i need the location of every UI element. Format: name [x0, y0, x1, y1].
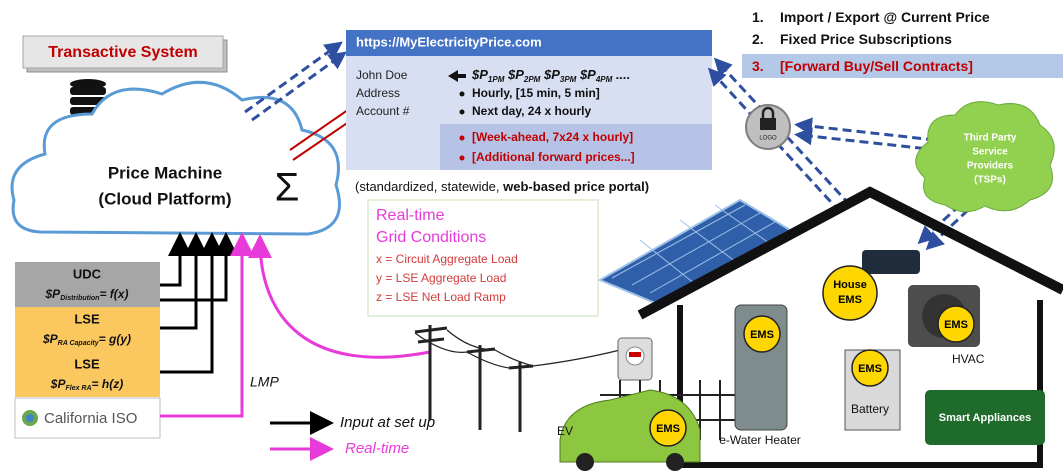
portal-field: Address [356, 86, 400, 100]
option: 1.Import / Export @ Current Price [752, 9, 990, 25]
dashed-arrow [252, 55, 342, 120]
legend-label: Real-time [345, 440, 409, 457]
tsp-label: Service [972, 147, 1008, 158]
grid-line-text: x = Circuit Aggregate Load [376, 252, 518, 266]
portal-field: Account # [356, 104, 410, 118]
portal-field: John Doe [356, 68, 408, 82]
input-arrow [160, 238, 196, 328]
lmp-label: LMP [250, 374, 279, 390]
portal-forward-item: [Week-ahead, 7x24 x hourly] [472, 130, 633, 144]
transactive-label: Transactive System [23, 36, 227, 72]
grid-line-text: z = LSE Net Load Ramp [376, 290, 506, 304]
tsp-label: Third Party [964, 133, 1017, 144]
iso-label: California ISO [44, 410, 137, 427]
portal-item: Next day, 24 x hourly [472, 104, 591, 118]
stack-label: LSE [74, 311, 100, 326]
device-label: Smart Appliances [939, 412, 1032, 424]
ems-label: EMS [858, 363, 882, 375]
ems-label: EMS [944, 319, 968, 331]
input-arrow [160, 238, 180, 285]
house-ems-label: EMS [838, 294, 862, 306]
house-ems-label: House [833, 279, 867, 291]
transactive-title: Transactive System [48, 44, 197, 61]
portal-caption: (standardized, statewide, web-based pric… [355, 179, 649, 194]
tsp-label: (TSPs) [974, 175, 1006, 186]
legend-label: Input at set up [340, 414, 435, 431]
ems-label: EMS [656, 423, 680, 435]
lock-label: LOGO [759, 136, 777, 142]
price-machine-subtitle: (Cloud Platform) [98, 189, 231, 208]
option: 3.[Forward Buy/Sell Contracts] [752, 58, 973, 74]
diagram: Transactive System Price Machine (Cloud … [0, 0, 1063, 471]
grid-title: Grid Conditions [376, 229, 486, 246]
lock-icon: LOGO [746, 105, 790, 149]
meter [618, 338, 652, 380]
grid-line-text: y = LSE Aggregate Load [376, 271, 506, 285]
portal-url: https://MyElectricityPrice.com [356, 34, 542, 49]
dashed-arrow [245, 45, 338, 112]
device-label: HVAC [952, 352, 985, 366]
portal-forward-item: [Additional forward prices...] [472, 150, 635, 164]
ems-label: EMS [750, 329, 774, 341]
device-label: Battery [851, 402, 889, 416]
price-machine-title: Price Machine [108, 163, 222, 182]
tsp-label: Providers [967, 161, 1014, 172]
iso-logo [22, 410, 38, 426]
cloud [12, 82, 339, 234]
sigma: Σ [275, 166, 300, 210]
stack-label: LSE [74, 356, 100, 371]
stack-label: UDC [73, 266, 102, 281]
device-label: EV [557, 424, 573, 438]
device-label: e-Water Heater [719, 433, 801, 447]
option: 2.Fixed Price Subscriptions [752, 31, 952, 47]
portal: https://MyElectricityPrice.com John Doe … [346, 30, 712, 170]
house [560, 192, 1063, 471]
input-arrow [160, 238, 212, 372]
input-arrow [160, 238, 226, 300]
grid-title: Real-time [376, 207, 445, 224]
portal-item: Hourly, [15 min, 5 min] [472, 86, 600, 100]
